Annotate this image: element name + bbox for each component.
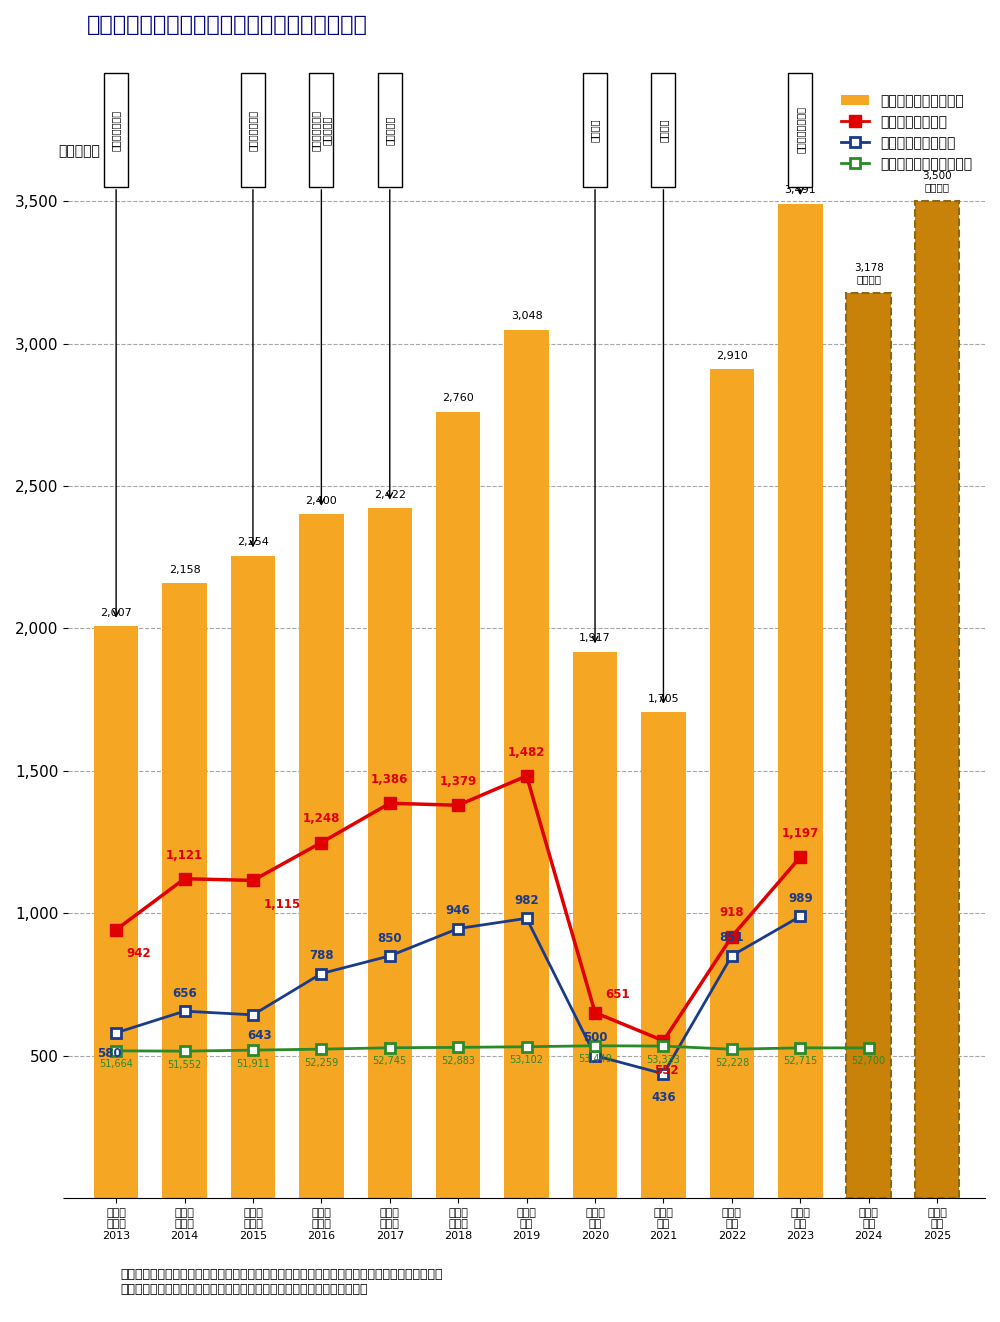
Text: 53,333: 53,333	[647, 1055, 680, 1064]
Bar	[504, 330, 549, 1198]
Text: 851: 851	[720, 931, 744, 944]
Text: コロナ禍: コロナ禍	[658, 118, 668, 141]
Text: 850: 850	[377, 932, 402, 944]
Text: 1,917: 1,917	[579, 633, 611, 644]
Text: 946: 946	[446, 904, 471, 917]
Text: 918: 918	[720, 907, 744, 919]
Text: 53,102: 53,102	[510, 1055, 544, 1066]
Text: 1,121: 1,121	[166, 849, 203, 862]
Text: 1,115: 1,115	[263, 898, 300, 911]
Text: 2,007: 2,007	[100, 608, 132, 617]
Text: 1,386: 1,386	[371, 773, 408, 787]
Text: 3,178
（見込）: 3,178 （見込）	[854, 263, 884, 284]
FancyBboxPatch shape	[583, 73, 607, 186]
Text: ［百万円］: ［百万円］	[58, 144, 100, 159]
Text: 651: 651	[605, 988, 630, 1001]
Text: 2,422: 2,422	[374, 489, 406, 500]
Text: 2,910: 2,910	[716, 350, 748, 361]
Text: 1,482: 1,482	[508, 746, 545, 759]
Text: 942: 942	[126, 947, 151, 960]
Bar	[846, 293, 891, 1198]
Text: 51,552: 51,552	[167, 1060, 202, 1069]
Text: 788: 788	[309, 949, 334, 962]
Text: 52,228: 52,228	[715, 1058, 749, 1068]
Bar	[436, 412, 480, 1198]
Text: 500: 500	[583, 1031, 607, 1044]
Text: 552: 552	[655, 1064, 679, 1076]
Bar	[710, 369, 754, 1198]
Text: 3,491: 3,491	[784, 185, 816, 196]
FancyBboxPatch shape	[651, 73, 675, 186]
FancyBboxPatch shape	[309, 73, 333, 186]
Text: 52,883: 52,883	[441, 1056, 475, 1066]
Text: 出典：観光客数と観光消費額は「八重山入域観光客数統計概況」（沖縄県八重山事務所発表）。
　　　八重山圏域の人口は沖縄県の推計人口から算出（各年４月時点）。: 出典：観光客数と観光消費額は「八重山入域観光客数統計概況」（沖縄県八重山事務所発…	[120, 1268, 442, 1296]
Text: 3,048: 3,048	[511, 312, 542, 321]
Text: 51,911: 51,911	[236, 1059, 270, 1068]
Legend: ７社売上高（百万円）, 観光客数（千人）, 観光消費額（億円）, 八重山圏域の人口（人）: ７社売上高（百万円）, 観光客数（千人）, 観光消費額（億円）, 八重山圏域の人…	[836, 89, 978, 176]
Text: 656: 656	[172, 986, 197, 999]
Text: 2,254: 2,254	[237, 538, 269, 547]
Text: 新石垣空港開港: 新石垣空港開港	[111, 110, 121, 151]
Bar	[846, 293, 891, 1198]
Bar	[231, 557, 275, 1198]
Text: コロナ禍: コロナ禍	[590, 118, 600, 141]
Text: 3,500
（見込）: 3,500 （見込）	[922, 171, 952, 193]
Bar	[915, 201, 959, 1198]
Text: 1,248: 1,248	[303, 813, 340, 825]
Bar	[573, 652, 617, 1198]
Text: 1,705: 1,705	[648, 694, 679, 703]
Text: 989: 989	[788, 892, 813, 906]
Bar	[368, 508, 412, 1198]
FancyBboxPatch shape	[104, 73, 128, 186]
Bar	[778, 204, 823, 1198]
Text: 436: 436	[651, 1091, 676, 1104]
Text: 643: 643	[247, 1029, 272, 1042]
Bar	[299, 514, 344, 1198]
Text: 51,664: 51,664	[99, 1059, 133, 1069]
Text: 2,760: 2,760	[442, 394, 474, 403]
Text: 美ら花グループ７社の売上高と八重山観光客数: 美ら花グループ７社の売上高と八重山観光客数	[87, 15, 367, 34]
Text: 1,197: 1,197	[782, 828, 819, 839]
Bar	[641, 713, 686, 1198]
Text: ニッサンレンタ
リース分社: ニッサンレンタ リース分社	[311, 110, 332, 151]
Text: 1,379: 1,379	[440, 775, 477, 788]
Text: 982: 982	[514, 894, 539, 907]
Bar	[915, 201, 959, 1198]
Text: 2,158: 2,158	[169, 564, 200, 575]
Text: 52,700: 52,700	[852, 1056, 886, 1067]
FancyBboxPatch shape	[241, 73, 265, 186]
Text: 580: 580	[97, 1047, 122, 1060]
Text: コロナ禍から回復: コロナ禍から回復	[795, 107, 805, 153]
Bar	[162, 583, 207, 1198]
FancyBboxPatch shape	[378, 73, 402, 186]
Text: 52,745: 52,745	[373, 1056, 407, 1067]
Text: 2,400: 2,400	[305, 496, 337, 506]
Text: 52,259: 52,259	[304, 1058, 338, 1068]
Text: 美崎館開業: 美崎館開業	[385, 115, 395, 144]
FancyBboxPatch shape	[788, 73, 812, 186]
Text: 52,715: 52,715	[783, 1056, 817, 1067]
Bar	[94, 627, 138, 1198]
Text: 53,449: 53,449	[578, 1055, 612, 1064]
Text: 太洋リネン増設: 太洋リネン増設	[248, 110, 258, 151]
